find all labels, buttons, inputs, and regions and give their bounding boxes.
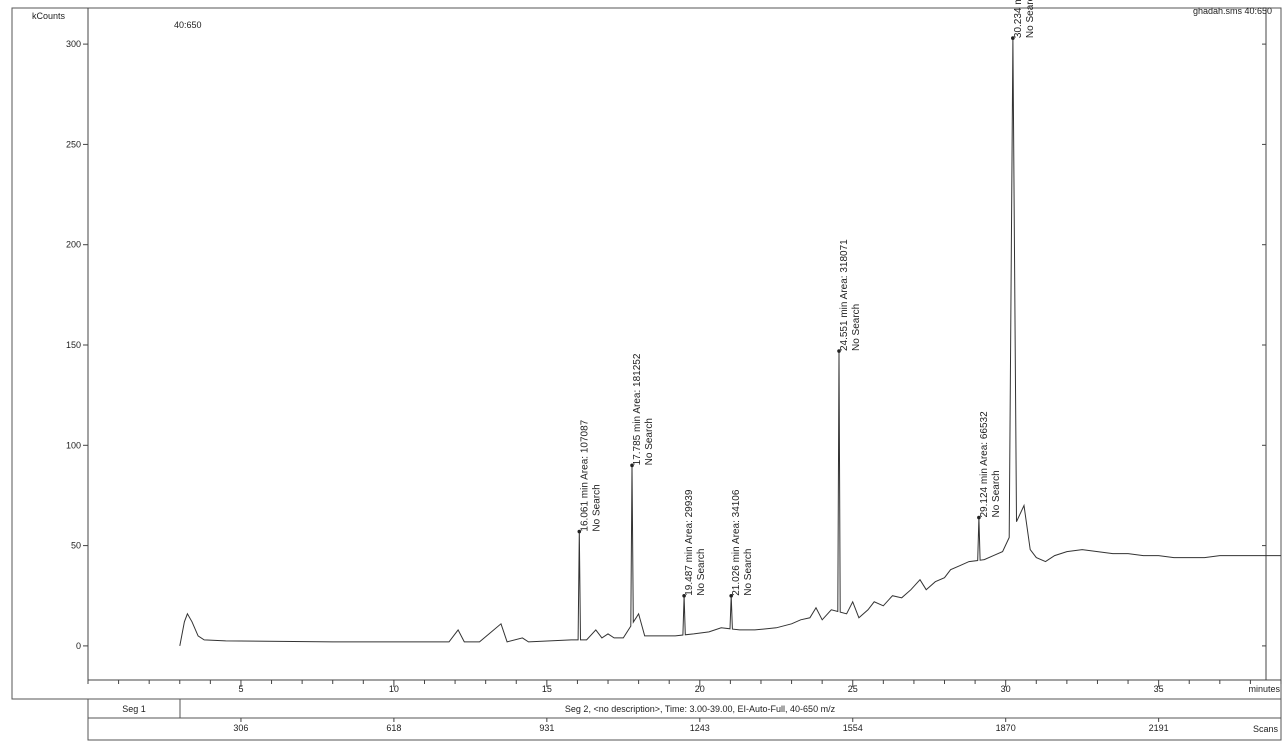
peak-markers	[577, 36, 1015, 598]
y-tick-label: 200	[66, 240, 81, 250]
peak-marker	[1011, 36, 1015, 40]
scan-tick-label: 1243	[690, 723, 710, 733]
peak-marker	[630, 463, 634, 468]
y-tick-label: 100	[66, 440, 81, 450]
plot-frame	[11, 7, 1282, 700]
scan-axis-ticks: 306 618 931 1243 1554 1870 2191	[233, 718, 1169, 733]
y-axis-ticks: 0 50 100 150 200 250 300	[66, 39, 1266, 651]
peak-label: 30.234 m	[1013, 0, 1024, 38]
peak-search-label: No Search	[591, 484, 602, 531]
scans-unit-label: Scans	[1253, 724, 1279, 734]
peak-search-label: No Search	[696, 548, 707, 595]
peak-label: 21.026 min Area: 34106	[731, 489, 742, 596]
x-tick-label: 25	[848, 684, 858, 694]
chromatogram-trace	[179, 38, 1281, 646]
x-tick-label: 10	[389, 684, 399, 694]
y-units-label: kCounts	[32, 11, 66, 21]
peak-label: 24.551 min Area: 318071	[839, 239, 850, 351]
scan-tick-label: 1554	[843, 723, 863, 733]
segment-1-label: Seg 1	[122, 704, 146, 714]
x-tick-label: 5	[238, 684, 243, 694]
peak-search-label: No Search	[851, 304, 862, 351]
y-tick-label: 300	[66, 39, 81, 49]
scan-tick-label: 1870	[996, 723, 1016, 733]
peak-marker	[977, 515, 981, 520]
x-tick-label: 30	[1001, 684, 1011, 694]
y-tick-label: 150	[66, 340, 81, 350]
y-tick-label: 50	[71, 541, 81, 551]
peak-marker	[837, 349, 841, 353]
peak-marker	[577, 529, 582, 534]
ion-range-label: 40:650	[174, 20, 202, 30]
peak-search-label: No Search	[991, 470, 1002, 517]
segment-table	[87, 698, 1282, 741]
scan-tick-label: 306	[233, 723, 248, 733]
file-label: ghadah.sms 40:650	[1193, 6, 1272, 16]
peak-search-label: No Searc	[1025, 0, 1036, 38]
peak-label: 29.124 min Area: 66532	[979, 411, 990, 518]
peak-search-label: No Search	[743, 548, 754, 595]
x-axis-unit-label: minutes	[1248, 684, 1280, 694]
scan-tick-label: 931	[539, 723, 554, 733]
y-tick-label: 0	[76, 641, 81, 651]
x-tick-label: 20	[695, 684, 705, 694]
scan-tick-label: 618	[386, 723, 401, 733]
peak-label: 16.061 min Area: 107087	[579, 419, 590, 531]
segment-2-label: Seg 2, <no description>, Time: 3.00-39.0…	[565, 704, 836, 714]
peak-search-label: No Search	[644, 418, 655, 465]
x-axis-ticks: 5 10 15 20 25 30 35	[87, 680, 1282, 694]
x-tick-label: 35	[1154, 684, 1164, 694]
scan-tick-label: 2191	[1149, 723, 1169, 733]
peak-label: 17.785 min Area: 181252	[632, 353, 643, 465]
peak-label: 19.487 min Area: 29939	[684, 489, 695, 596]
y-tick-label: 250	[66, 139, 81, 149]
peak-marker	[682, 593, 686, 598]
peak-marker	[729, 593, 733, 598]
x-tick-label: 15	[542, 684, 552, 694]
